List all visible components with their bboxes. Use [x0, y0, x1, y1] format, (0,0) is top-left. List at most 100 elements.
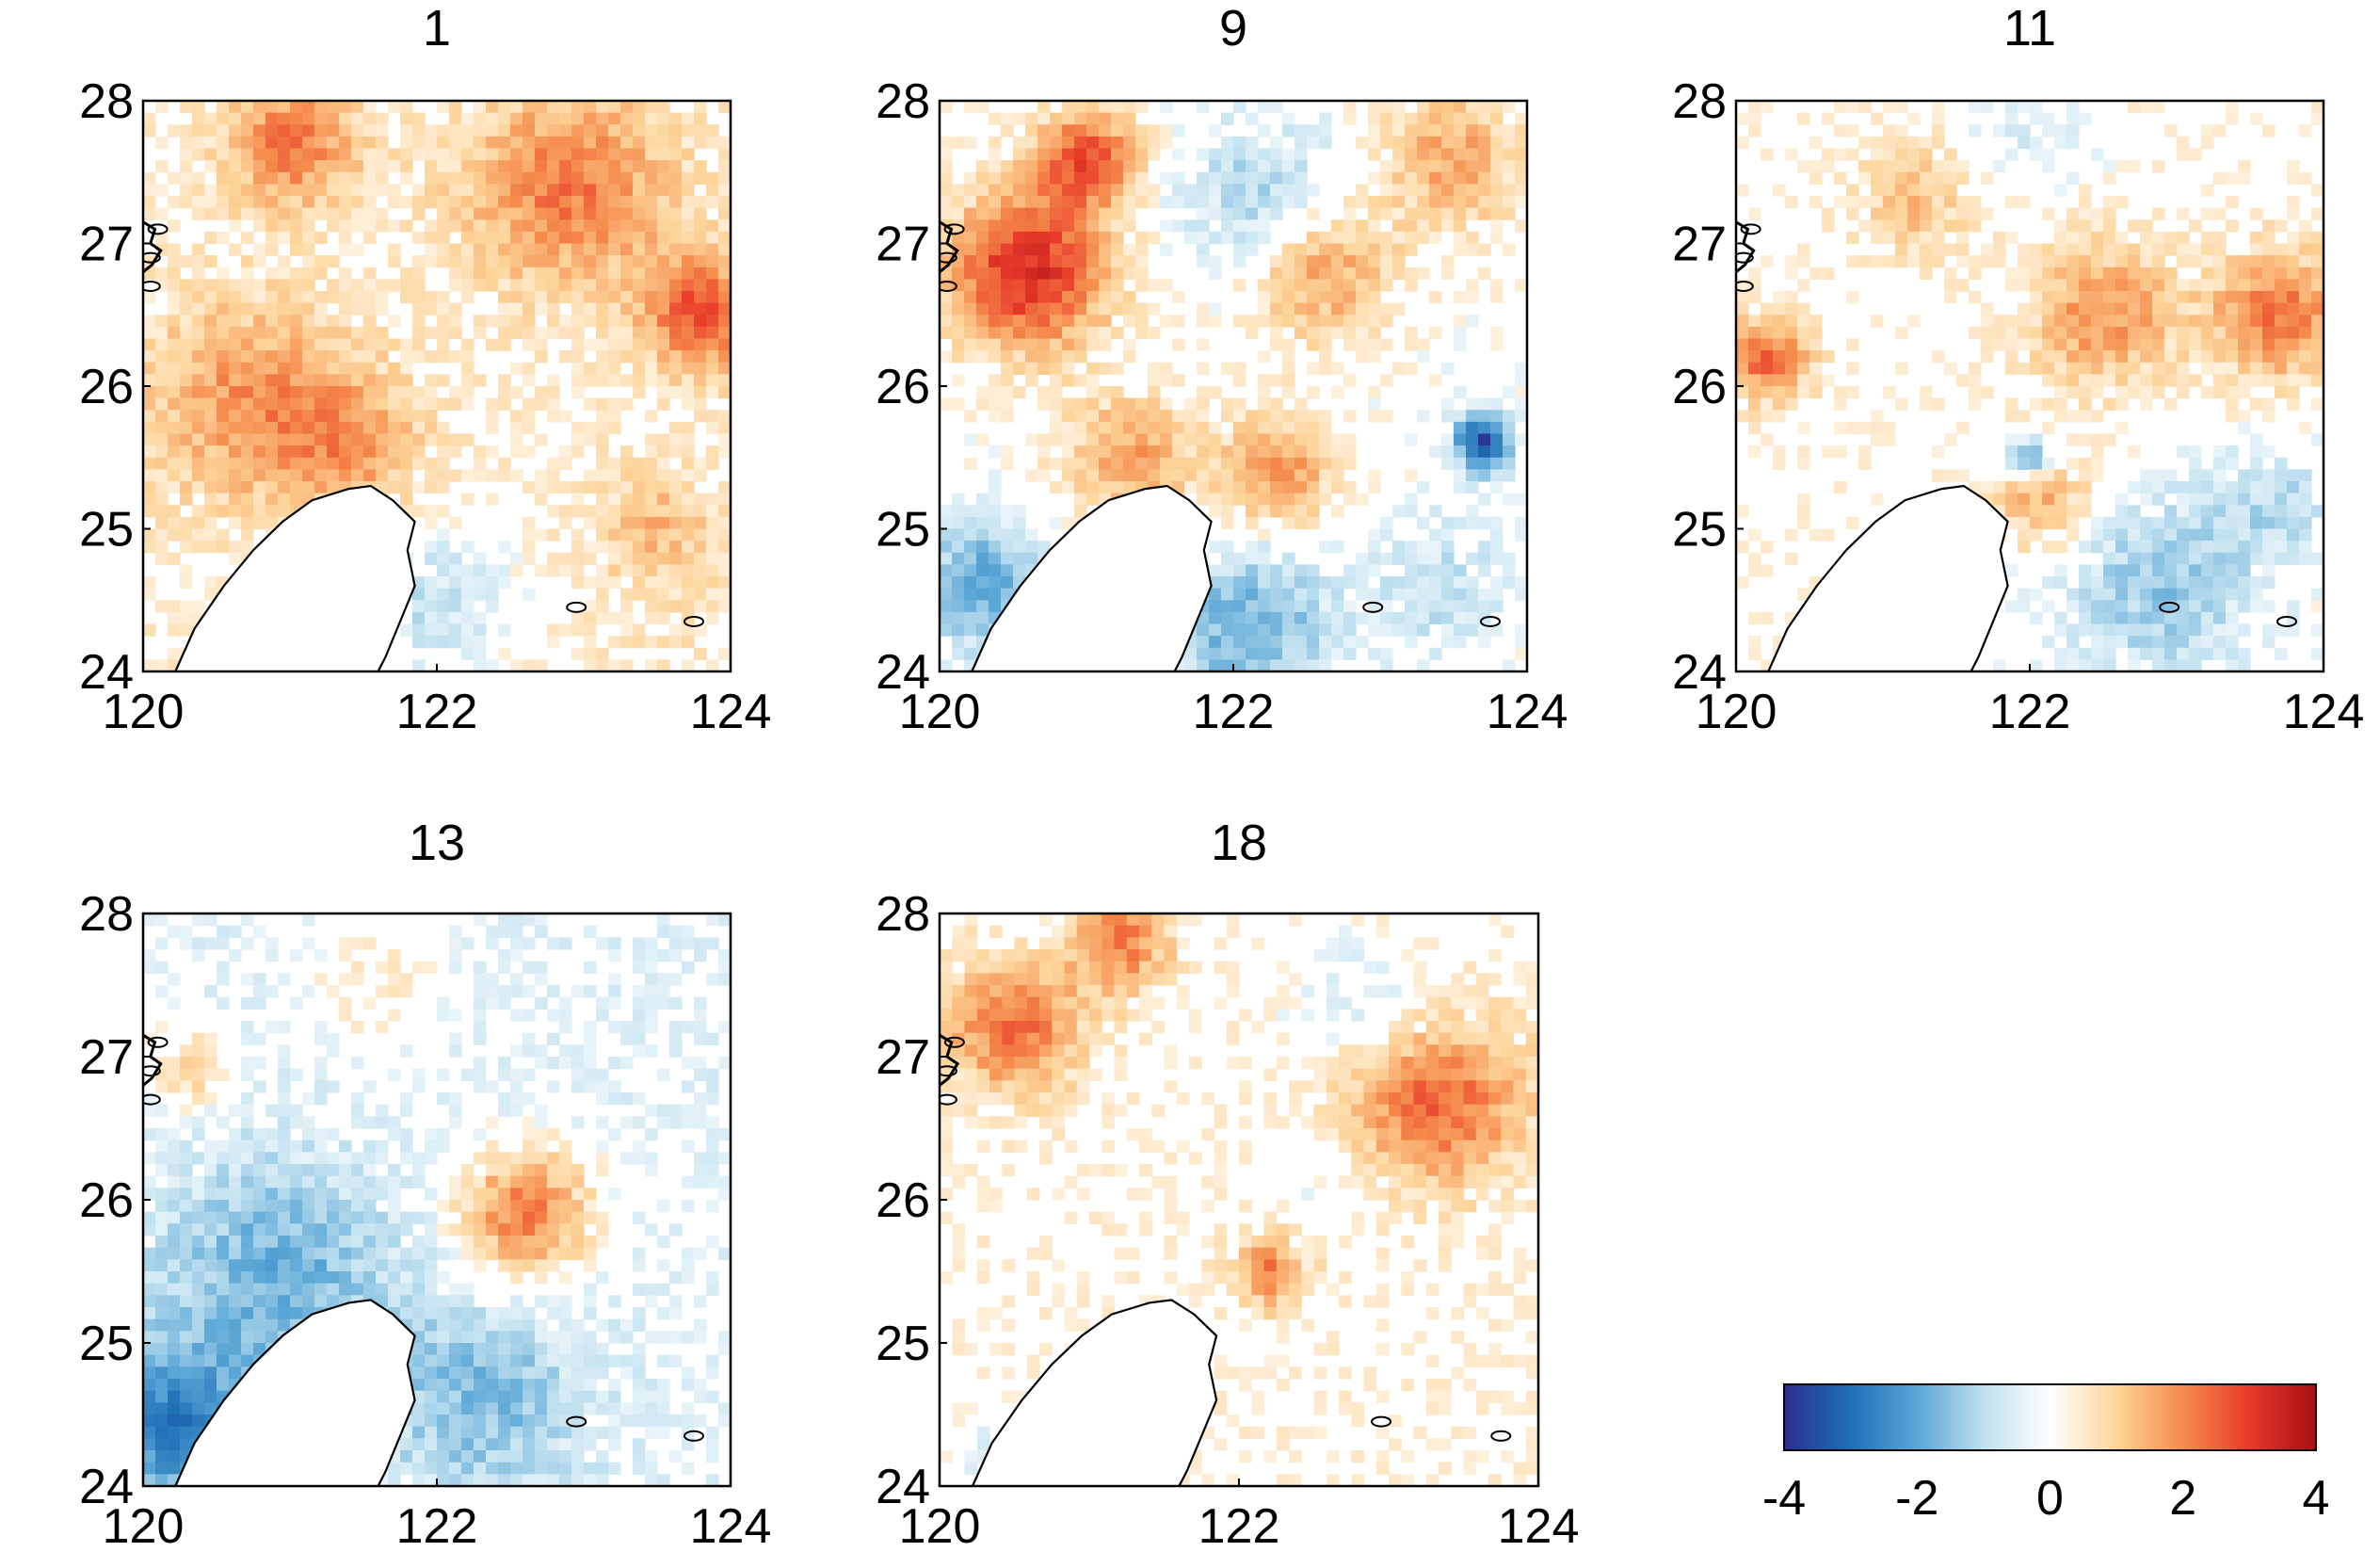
- heatmap-cell: [449, 160, 462, 173]
- heatmap-cell: [1135, 326, 1149, 340]
- heatmap-cell: [1233, 184, 1246, 197]
- heatmap-cell: [2213, 243, 2227, 256]
- heatmap-cell: [510, 101, 523, 114]
- heatmap-cell: [596, 338, 609, 351]
- heatmap-cell: [180, 1188, 193, 1201]
- heatmap-cell: [1368, 397, 1381, 411]
- heatmap-cell: [217, 1188, 230, 1201]
- heatmap-cell: [1148, 397, 1161, 411]
- heatmap-cell: [1295, 326, 1308, 340]
- heatmap-cell: [571, 160, 585, 173]
- x-tick-label: 120: [1696, 685, 1777, 739]
- heatmap-cell: [217, 1200, 230, 1213]
- heatmap-cell: [596, 326, 609, 340]
- heatmap-cell: [718, 374, 731, 387]
- heatmap-cell: [1932, 219, 1945, 233]
- heatmap-cell: [1050, 386, 1063, 399]
- heatmap-cell: [2152, 386, 2165, 399]
- heatmap-cell: [2054, 659, 2067, 671]
- heatmap-cell: [2177, 659, 2190, 671]
- island-outline: [2159, 601, 2180, 613]
- heatmap-cell: [449, 219, 462, 233]
- heatmap-cell: [2311, 291, 2324, 304]
- heatmap-cell: [571, 136, 585, 150]
- heatmap-cell: [2226, 611, 2239, 625]
- heatmap-cell: [302, 219, 315, 233]
- heatmap-cell: [2140, 541, 2153, 554]
- heatmap-cell: [229, 326, 242, 340]
- heatmap-cell: [1001, 184, 1014, 197]
- heatmap-cell: [1123, 255, 1136, 268]
- heatmap-cell: [633, 148, 646, 161]
- heatmap-cell: [229, 171, 242, 185]
- heatmap-cell: [706, 505, 719, 518]
- heatmap-cell: [2054, 124, 2067, 137]
- heatmap-cell: [1184, 397, 1198, 411]
- heatmap-cell: [192, 421, 205, 435]
- heatmap-cell: [2177, 588, 2190, 601]
- heatmap-cell: [2299, 421, 2312, 435]
- heatmap-cell: [1441, 576, 1455, 590]
- heatmap-cell: [1429, 541, 1442, 554]
- heatmap-cell: [302, 136, 315, 150]
- heatmap-cell: [1050, 397, 1063, 411]
- heatmap-cell: [1380, 243, 1393, 256]
- heatmap-cell: [1050, 315, 1063, 328]
- heatmap-cell: [1515, 160, 1527, 173]
- heatmap-cell: [608, 255, 621, 268]
- heatmap-cell: [1074, 457, 1087, 470]
- heatmap-cell: [1246, 421, 1259, 435]
- heatmap-cell: [278, 421, 291, 435]
- heatmap-cell: [1405, 623, 1418, 637]
- heatmap-cell: [486, 493, 499, 506]
- heatmap-cell: [1466, 505, 1479, 518]
- heatmap-cell: [657, 541, 670, 554]
- heatmap-cell: [1025, 279, 1038, 292]
- heatmap-cell: [1797, 362, 1810, 375]
- heatmap-cell: [2164, 338, 2178, 351]
- heatmap-cell: [363, 101, 377, 114]
- heatmap-cell: [1111, 184, 1124, 197]
- heatmap-cell: [351, 469, 364, 482]
- heatmap-cell: [1834, 148, 1847, 161]
- heatmap-cell: [1380, 338, 1393, 351]
- heatmap-cell: [2287, 528, 2300, 542]
- heatmap-cell: [155, 1462, 169, 1475]
- heatmap-cell: [425, 386, 438, 399]
- heatmap-cell: [155, 1379, 169, 1392]
- heatmap-cell: [241, 315, 254, 328]
- heatmap-cell: [253, 315, 266, 328]
- heatmap-cell: [339, 457, 352, 470]
- heatmap-cell: [1785, 552, 1798, 565]
- heatmap-cell: [241, 410, 254, 423]
- heatmap-cell: [1380, 231, 1393, 245]
- heatmap-cell: [180, 481, 193, 494]
- heatmap-cell: [1969, 207, 1982, 220]
- heatmap-cell: [2042, 160, 2055, 173]
- heatmap-cell: [2299, 338, 2312, 351]
- heatmap-cell: [2152, 279, 2165, 292]
- heatmap-cell: [694, 516, 707, 530]
- heatmap-cell: [339, 374, 352, 387]
- heatmap-cell: [535, 255, 548, 268]
- heatmap-cell: [1417, 101, 1430, 114]
- heatmap-cell: [1282, 374, 1295, 387]
- heatmap-cell: [633, 623, 646, 637]
- heatmap-cell: [253, 1175, 266, 1188]
- heatmap-cell: [1270, 623, 1283, 637]
- heatmap-cell: [2042, 255, 2055, 268]
- heatmap-cell: [278, 207, 291, 220]
- heatmap-cell: [1454, 623, 1467, 637]
- heatmap-cell: [952, 136, 965, 150]
- heatmap-cell: [1050, 374, 1063, 387]
- heatmap-cell: [2054, 397, 2067, 411]
- heatmap-cell: [1233, 243, 1246, 256]
- heatmap-cell: [1466, 112, 1479, 125]
- heatmap-cell: [2115, 421, 2129, 435]
- heatmap-cell: [180, 1259, 193, 1272]
- heatmap-cell: [1883, 386, 1896, 399]
- heatmap-cell: [143, 1390, 156, 1403]
- heatmap-cell: [2238, 588, 2251, 601]
- heatmap-cell: [2287, 315, 2300, 328]
- heatmap-cell: [155, 985, 169, 998]
